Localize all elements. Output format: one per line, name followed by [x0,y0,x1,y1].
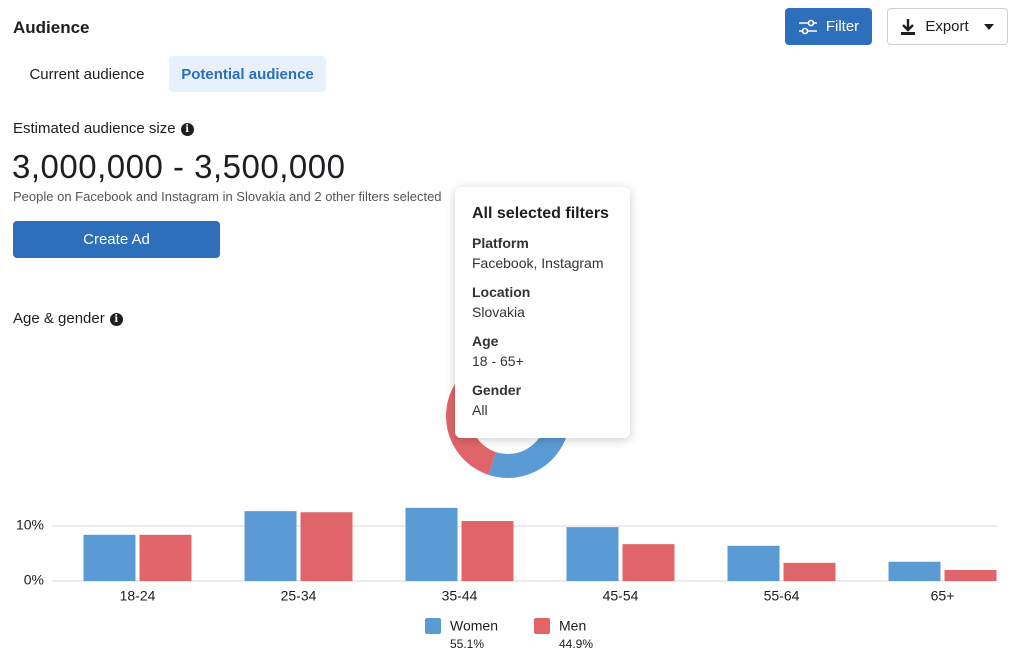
legend-label: Men [559,618,586,634]
bar [405,507,458,581]
title-text: Age & gender [13,310,105,327]
filter-icon [798,19,817,34]
bar [783,562,836,581]
filter-value: 18 - 65+ [472,353,524,369]
bar [139,534,192,581]
filter-label: Location [472,284,531,300]
chart-title: Age & gender i [13,310,123,327]
y-tick-label: 0% [24,572,44,588]
y-tick-label: 10% [16,517,44,533]
x-tick-label: 35-44 [442,588,478,604]
bar [83,534,136,581]
bar [566,527,619,581]
legend-share: 55.1% [450,637,484,651]
page-title: Audience [13,18,90,37]
export-button[interactable]: Export [887,8,1008,45]
filter-value: All [472,402,488,418]
filter-label: Age [472,333,499,349]
bar [461,521,514,581]
tab[interactable]: Current audience [29,65,145,83]
filter-value: Facebook, Instagram [472,255,604,271]
bar [944,570,997,581]
legend-share: 44.9% [559,637,593,651]
x-tick-label: 55-64 [764,588,800,604]
legend-swatch [425,618,441,634]
create-ad-button[interactable]: Create Ad [13,221,220,258]
filter-value: Slovakia [472,304,525,320]
x-tick-label: 25-34 [281,588,317,604]
info-icon: i [109,313,123,326]
bar [888,561,941,581]
estimate-label: Estimated audience size i [13,120,194,137]
x-tick-label: 45-54 [603,588,639,604]
filter-label: Platform [472,235,529,251]
filters-tooltip: All selected filters Platform Facebook, … [455,187,630,438]
bar [300,512,353,581]
bar [727,545,780,581]
filter-label: Filter [825,18,860,35]
legend-label: Women [450,618,498,634]
tooltip-title: All selected filters [472,205,609,222]
x-tick-label: 18-24 [120,588,156,604]
tab-active[interactable]: Potential audience [169,56,326,92]
export-icon [901,18,916,35]
export-label: Export [925,18,969,35]
info-icon: i [180,123,194,136]
bar [622,544,675,581]
estimate-range: 3,000,000 - 3,500,000 [12,148,346,185]
caret [983,23,994,30]
label-text: Estimated audience size [13,120,176,137]
filter-label: Gender [472,382,522,398]
filter-button[interactable]: Filter [785,8,872,45]
legend-swatch [534,618,550,634]
bar [244,511,297,581]
estimate-description: People on Facebook and Instagram in Slov… [13,189,442,204]
x-tick-label: 65+ [931,588,955,604]
